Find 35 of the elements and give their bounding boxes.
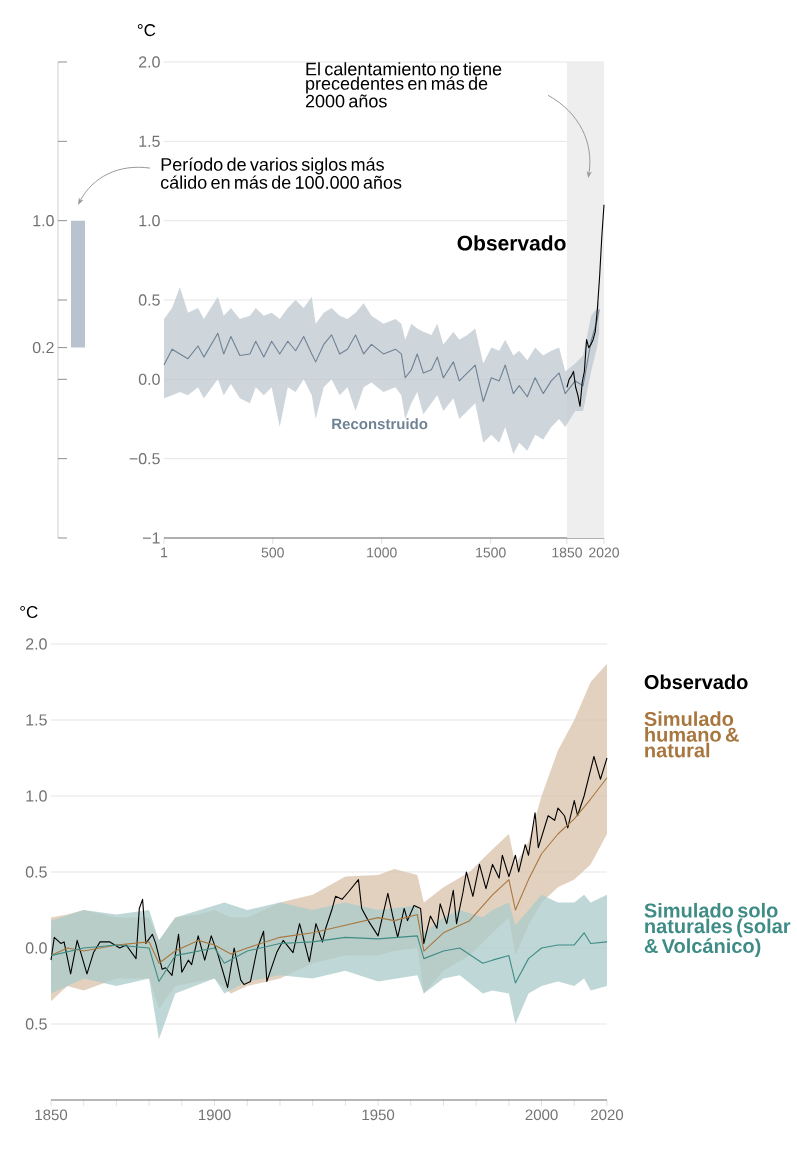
y-tick-label: 1.5 bbox=[139, 135, 160, 147]
text: Observado bbox=[644, 674, 748, 690]
x-tick-label: 1 bbox=[161, 547, 168, 558]
x-tick-label: 1900 bbox=[198, 1109, 231, 1121]
series-label: Observado bbox=[457, 235, 566, 251]
x-tick-label: 1850 bbox=[35, 1109, 68, 1121]
series-label: Simulado solo naturales (solar & Volcánico) bbox=[644, 902, 791, 958]
text: Reconstruido bbox=[332, 418, 428, 430]
y-tick-label: 0.5 bbox=[25, 866, 47, 878]
y-axis-title: °C bbox=[137, 24, 156, 37]
annotation: Período de varios siglos más cálido en más de 100.000 años bbox=[160, 157, 402, 189]
y-axis-title: °C bbox=[20, 606, 38, 619]
y-tick-label: 0.0 bbox=[25, 942, 47, 954]
y-tick-label: 0.0 bbox=[138, 373, 160, 385]
x-tick-label: 1000 bbox=[367, 547, 397, 558]
y-tick-label: 0.2 bbox=[32, 341, 54, 354]
x-tick-label: 1500 bbox=[476, 547, 506, 558]
text: Simulado humano & natural bbox=[644, 711, 739, 758]
y-tick-label: 1.0 bbox=[139, 215, 160, 227]
x-tick-label: 2020 bbox=[589, 547, 620, 558]
y-tick-label: −0.5 bbox=[129, 453, 160, 465]
x-tick-label: 500 bbox=[261, 547, 284, 558]
y-tick-label: 2.0 bbox=[139, 56, 160, 68]
x-tick-label: 1850 bbox=[552, 547, 582, 558]
y-tick-label: 0.5 bbox=[25, 1018, 47, 1030]
y-tick-label: 0.5 bbox=[138, 294, 160, 306]
x-tick-label: 2000 bbox=[525, 1109, 558, 1121]
y-tick-label: 2.0 bbox=[26, 638, 47, 650]
y-tick-label: 1.0 bbox=[26, 790, 47, 802]
annotation: El calentamiento no tiene precedentes en más de 2000 años bbox=[305, 62, 502, 108]
x-tick-label: 1950 bbox=[362, 1109, 395, 1121]
x-tick-label: 2020 bbox=[591, 1109, 624, 1121]
y-tick-label: 1.0 bbox=[33, 215, 54, 227]
y-tick-label: 1.5 bbox=[26, 714, 47, 726]
y-tick-label: −1 bbox=[143, 532, 160, 544]
